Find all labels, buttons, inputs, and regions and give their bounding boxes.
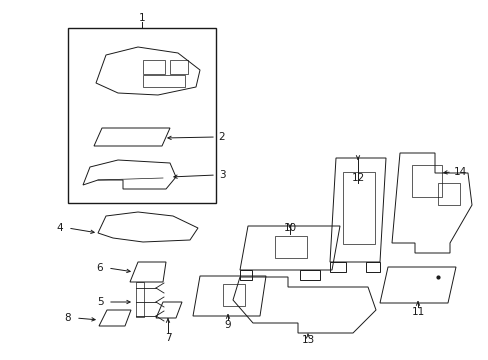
- Bar: [411, 165, 441, 197]
- Text: 2: 2: [218, 132, 225, 142]
- Text: 4: 4: [57, 223, 63, 233]
- Text: 3: 3: [218, 170, 225, 180]
- Text: 8: 8: [64, 313, 71, 323]
- Bar: [136, 282, 143, 317]
- Text: 7: 7: [164, 333, 171, 343]
- Text: 5: 5: [97, 297, 103, 307]
- Text: 13: 13: [301, 335, 314, 345]
- Text: 10: 10: [283, 223, 296, 233]
- Text: 1: 1: [139, 13, 145, 23]
- Bar: [274, 236, 306, 258]
- Bar: [142, 75, 184, 87]
- Bar: [342, 172, 374, 244]
- Text: 9: 9: [224, 320, 231, 330]
- Bar: [142, 60, 164, 74]
- Bar: [68, 28, 216, 203]
- Bar: [223, 284, 244, 306]
- Text: 12: 12: [351, 173, 364, 183]
- Text: 6: 6: [97, 263, 103, 273]
- Text: 14: 14: [452, 167, 466, 177]
- Bar: [437, 183, 459, 205]
- Text: 11: 11: [410, 307, 424, 317]
- Bar: [170, 60, 187, 74]
